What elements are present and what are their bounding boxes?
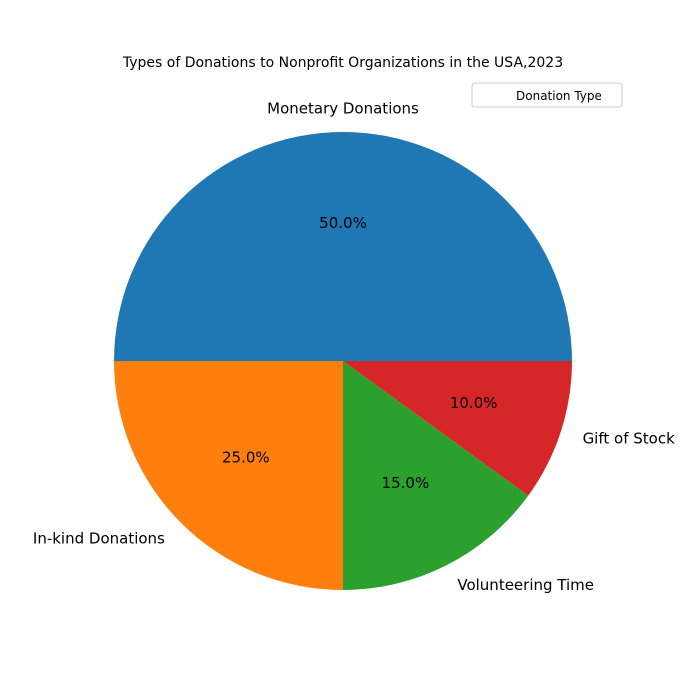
slice-label-gift-of-stock: Gift of Stock xyxy=(583,429,676,447)
pie-slice-gift-of-stock xyxy=(343,361,572,496)
slice-percent-monetary-donations: 50.0% xyxy=(319,214,367,232)
slice-label-monetary-donations: Monetary Donations xyxy=(267,100,419,118)
legend: Donation Type xyxy=(471,82,623,108)
slice-label-in-kind-donations: In-kind Donations xyxy=(33,530,165,548)
pie-labels: Monetary Donations 50.0% In-kind Donations… xyxy=(33,100,675,594)
slice-percent-in-kind-donations: 25.0% xyxy=(222,449,270,467)
chart-title: Types of Donations to Nonprofit Organiza… xyxy=(122,55,563,71)
legend-box xyxy=(471,82,623,108)
slice-percent-gift-of-stock: 10.0% xyxy=(450,394,498,412)
slice-label-volunteering-time: Volunteering Time xyxy=(457,576,594,594)
pie-slices xyxy=(114,132,572,590)
pie-slice-in-kind-donations xyxy=(114,361,343,590)
pie-slice-volunteering-time xyxy=(343,361,529,590)
pie-slice-monetary-donations xyxy=(114,132,572,361)
slice-percent-volunteering-time: 15.0% xyxy=(382,474,430,492)
legend-title: Donation Type xyxy=(516,89,602,103)
